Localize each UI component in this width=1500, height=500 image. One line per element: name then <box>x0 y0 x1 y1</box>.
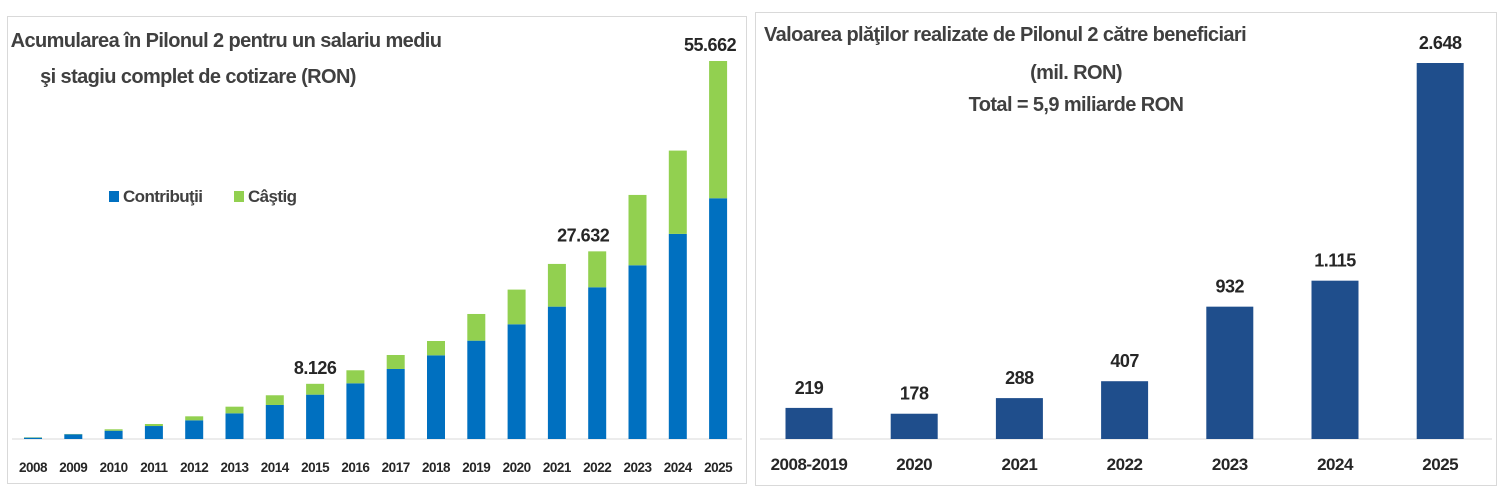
accumulation-chart-panel: Acumularea în Pilonul 2 pentru un salari… <box>7 16 747 484</box>
x-tick-label: 2024 <box>1317 455 1354 474</box>
bar-castig-2012 <box>185 416 204 421</box>
bar-contributii-2025 <box>709 198 728 439</box>
bar-contributii-2022 <box>588 287 607 439</box>
bar-payment-2008-2019 <box>785 407 833 439</box>
bar-contributii-2010 <box>104 430 123 439</box>
bar-castig-2011 <box>144 423 163 427</box>
data-label: 8.126 <box>294 358 337 378</box>
bar-contributii-2015 <box>306 394 325 439</box>
x-tick-label: 2025 <box>1422 455 1458 474</box>
bar-payment-2021 <box>995 398 1043 439</box>
x-tick-label: 2013 <box>220 460 249 475</box>
x-tick-label: 2022 <box>583 460 611 475</box>
x-tick-label: 2010 <box>100 460 128 475</box>
legend-swatch-contributii <box>109 191 119 202</box>
x-tick-label: 2008 <box>19 460 48 475</box>
payments-chart-panel: Valoarea plăţilor realizate de Pilonul 2… <box>755 12 1497 486</box>
bar-castig-2021 <box>547 263 566 307</box>
bar-contributii-2023 <box>628 265 647 439</box>
data-label: 288 <box>1005 368 1034 388</box>
bar-contributii-2014 <box>265 404 284 439</box>
x-tick-label: 2024 <box>664 460 693 475</box>
bar-contributii-2012 <box>185 420 204 439</box>
bar-payment-2022 <box>1101 381 1149 439</box>
x-tick-label: 2008-2019 <box>771 455 848 474</box>
bar-contributii-2017 <box>386 368 405 439</box>
x-tick-label: 2019 <box>462 460 490 475</box>
legend-swatch-castig <box>234 191 244 202</box>
data-label: 932 <box>1216 277 1245 297</box>
data-label: 1.115 <box>1314 251 1356 271</box>
bar-castig-2024 <box>668 150 687 234</box>
bar-contributii-2013 <box>225 413 244 439</box>
x-tick-label: 2011 <box>140 460 168 475</box>
chart-title: (mil. RON) <box>1030 62 1122 84</box>
bar-payment-2023 <box>1206 306 1254 439</box>
x-tick-label: 2023 <box>623 460 652 475</box>
data-label: 2.648 <box>1419 33 1462 53</box>
legend-label: Contribuţii <box>123 187 202 206</box>
bar-contributii-2021 <box>547 306 566 439</box>
chart-title: Total = 5,9 miliarde RON <box>969 94 1184 116</box>
chart-title: şi stagiu complet de cotizare (RON) <box>40 66 356 88</box>
bar-castig-2020 <box>507 289 526 325</box>
data-label: 178 <box>900 384 929 404</box>
bar-contributii-2020 <box>507 324 526 439</box>
bar-payment-2020 <box>890 413 938 439</box>
bar-castig-2023 <box>628 194 647 266</box>
x-tick-label: 2015 <box>301 460 330 475</box>
bar-castig-2022 <box>588 251 607 288</box>
x-tick-label: 2022 <box>1107 455 1143 474</box>
x-tick-label: 2018 <box>422 460 451 475</box>
legend-label: Câştig <box>248 187 297 206</box>
data-label: 55.662 <box>684 35 737 55</box>
x-tick-label: 2014 <box>261 460 290 475</box>
bar-contributii-2008 <box>24 437 42 439</box>
bar-contributii-2018 <box>427 355 445 439</box>
x-tick-label: 2016 <box>341 460 370 475</box>
data-label: 407 <box>1110 351 1139 371</box>
data-label: 27.632 <box>557 225 610 245</box>
bar-castig-2016 <box>346 370 365 384</box>
bar-contributii-2011 <box>144 426 163 439</box>
bar-castig-2010 <box>104 429 123 431</box>
bar-contributii-2019 <box>467 340 486 439</box>
bar-castig-2025 <box>709 61 728 199</box>
x-tick-label: 2017 <box>382 460 410 475</box>
x-tick-label: 2021 <box>1001 455 1037 474</box>
x-tick-label: 2021 <box>543 460 572 475</box>
bar-castig-2014 <box>265 395 284 405</box>
bar-contributii-2024 <box>668 233 687 439</box>
x-tick-label: 2023 <box>1212 455 1248 474</box>
bar-castig-2017 <box>386 354 405 369</box>
bar-castig-2013 <box>225 406 244 414</box>
data-label: 219 <box>795 378 824 398</box>
x-tick-label: 2020 <box>896 455 932 474</box>
bar-castig-2019 <box>467 313 486 341</box>
x-tick-label: 2009 <box>59 460 87 475</box>
chart-title: Valoarea plăţilor realizate de Pilonul 2… <box>764 24 1246 46</box>
x-tick-label: 2012 <box>180 460 208 475</box>
bar-castig-2015 <box>306 383 325 395</box>
bar-payment-2024 <box>1311 280 1359 439</box>
x-tick-label: 2020 <box>503 460 531 475</box>
accumulation-chart: Acumularea în Pilonul 2 pentru un salari… <box>11 30 742 475</box>
bar-contributii-2016 <box>346 383 365 439</box>
bar-payment-2025 <box>1416 63 1464 439</box>
payments-chart: Valoarea plăţilor realizate de Pilonul 2… <box>760 24 1492 474</box>
chart-title: Acumularea în Pilonul 2 pentru un salari… <box>11 30 442 52</box>
bar-contributii-2009 <box>64 434 83 439</box>
bar-castig-2018 <box>427 341 445 356</box>
x-tick-label: 2025 <box>704 460 733 475</box>
